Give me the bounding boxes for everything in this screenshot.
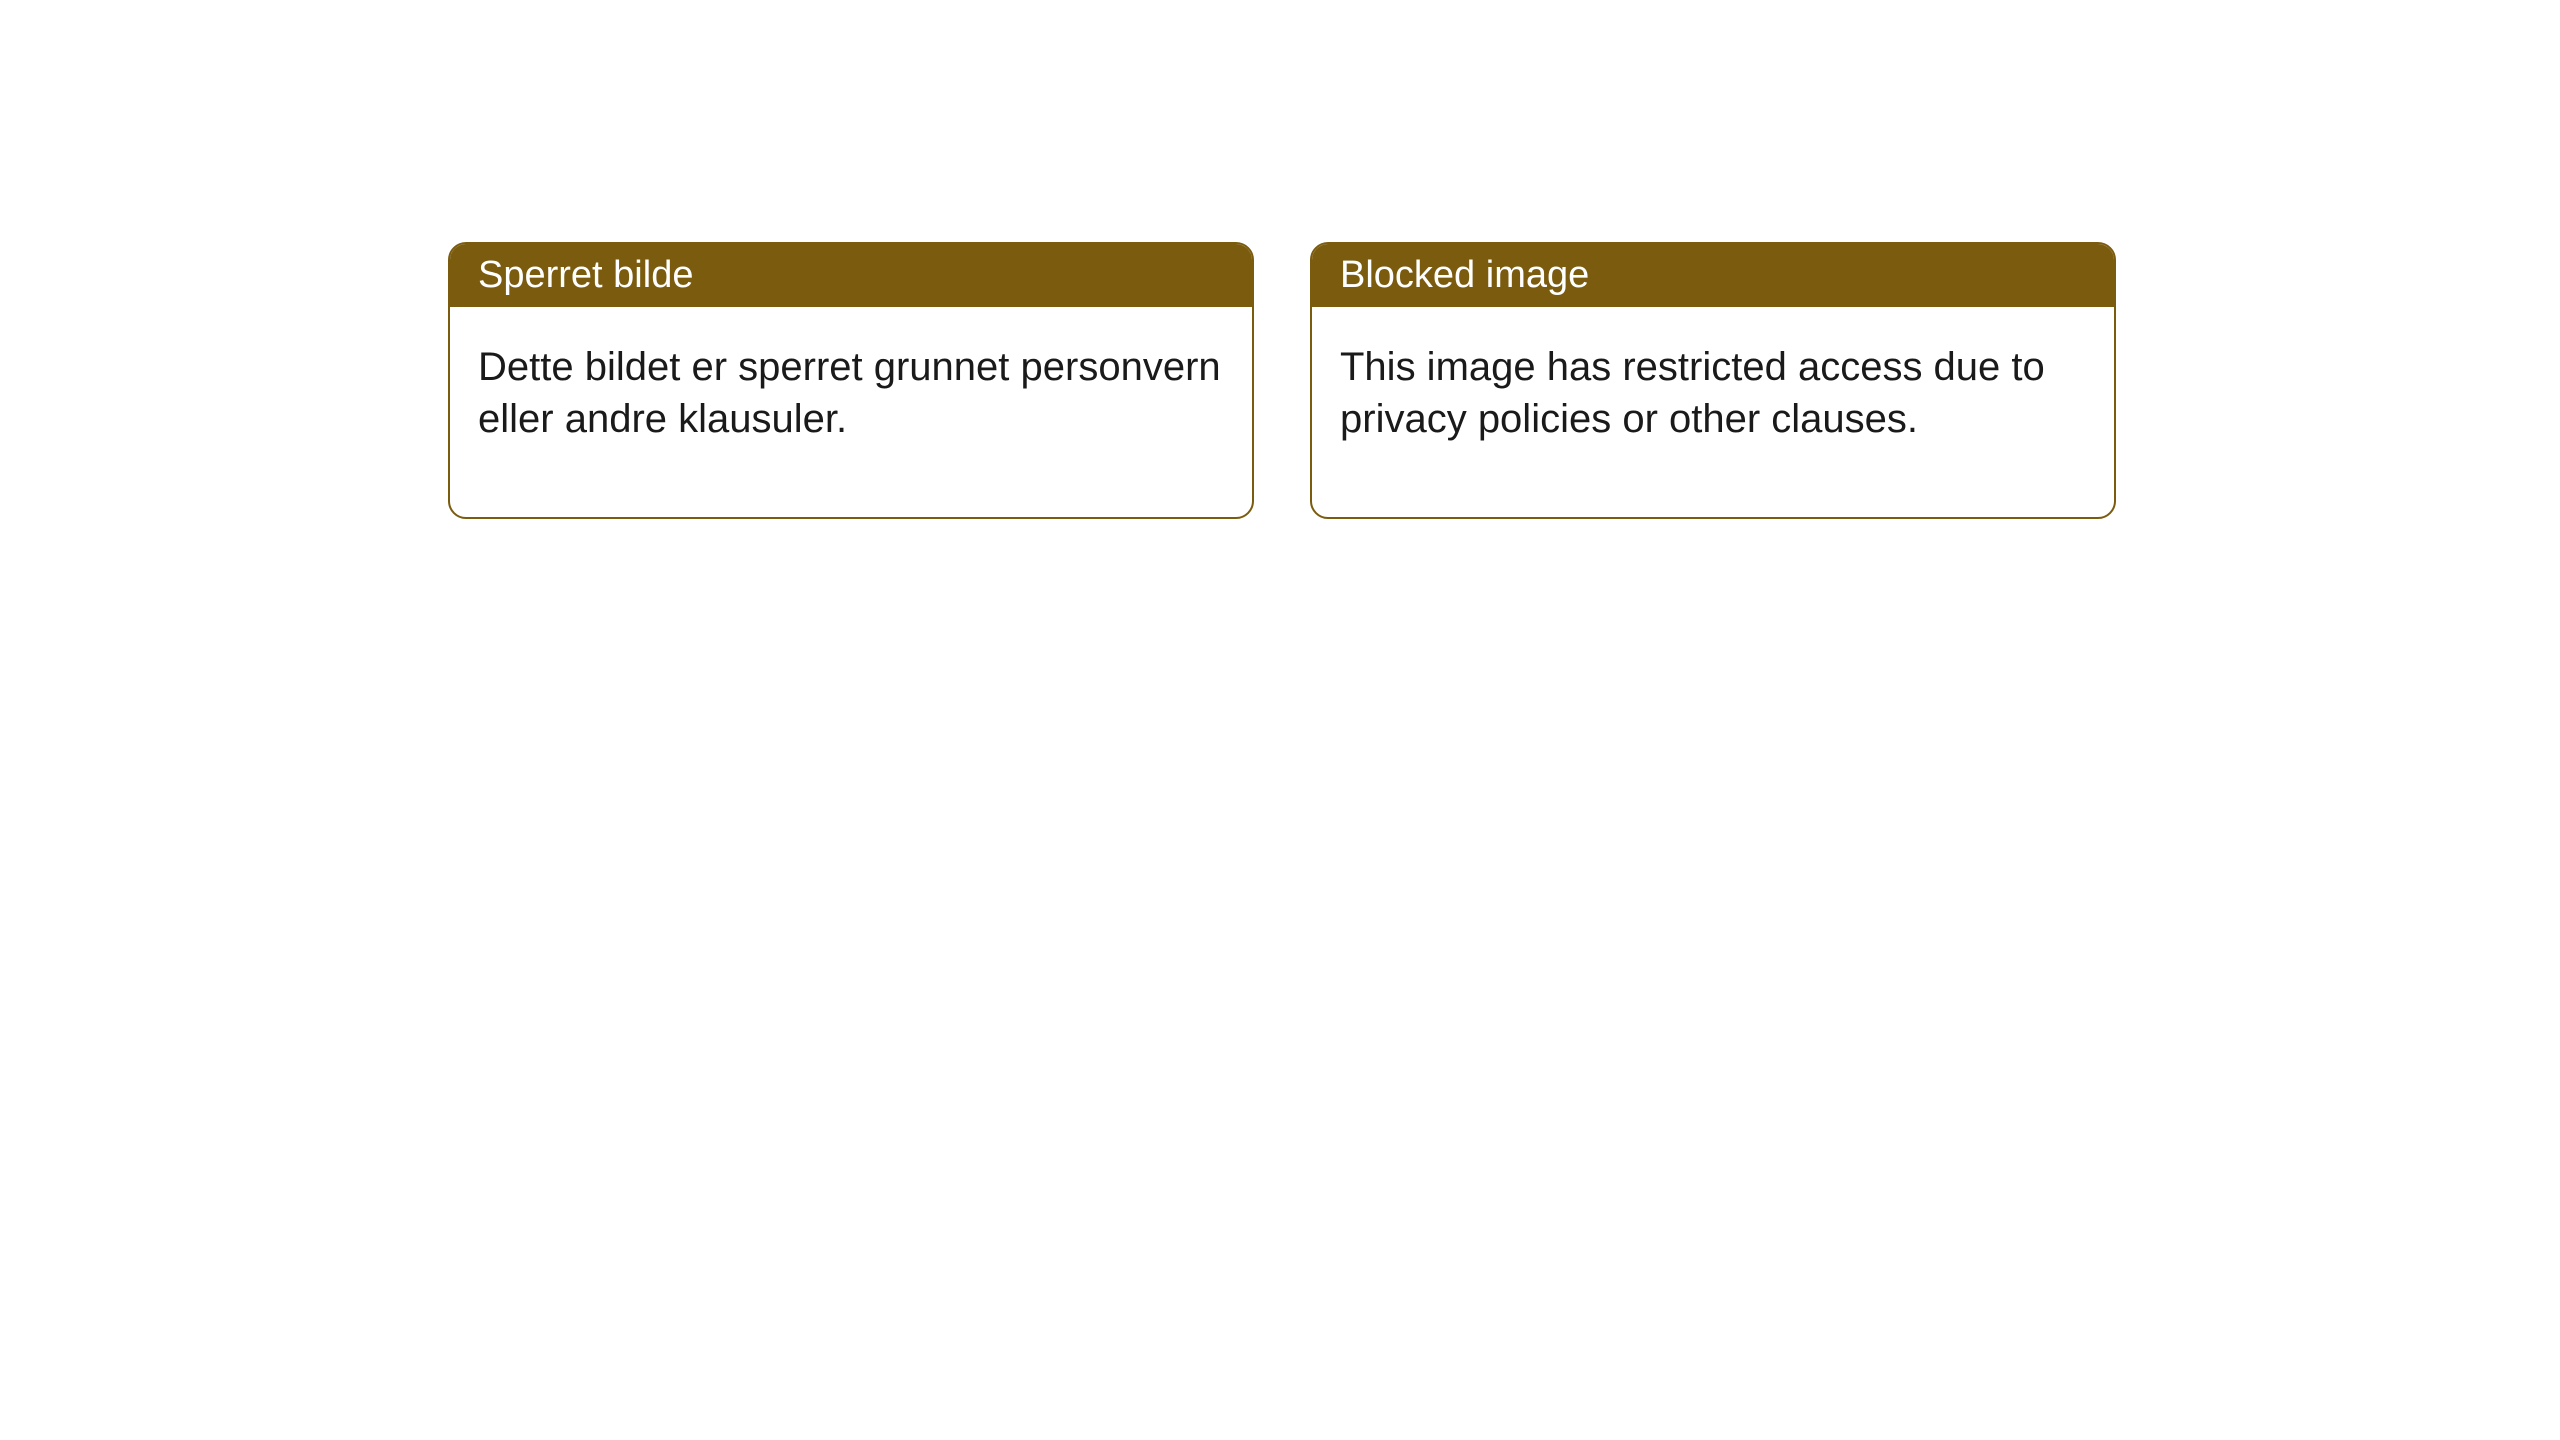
card-title: Sperret bilde (478, 254, 693, 296)
card-body: Dette bildet er sperret grunnet personve… (450, 307, 1252, 517)
card-body-text: This image has restricted access due to … (1340, 345, 2045, 441)
card-title: Blocked image (1340, 254, 1589, 296)
info-card-english: Blocked image This image has restricted … (1310, 242, 2116, 519)
card-body: This image has restricted access due to … (1312, 307, 2114, 517)
card-body-text: Dette bildet er sperret grunnet personve… (478, 345, 1221, 441)
info-card-norwegian: Sperret bilde Dette bildet er sperret gr… (448, 242, 1254, 519)
info-cards-container: Sperret bilde Dette bildet er sperret gr… (448, 242, 2116, 519)
card-header: Blocked image (1312, 244, 2114, 307)
card-header: Sperret bilde (450, 244, 1252, 307)
